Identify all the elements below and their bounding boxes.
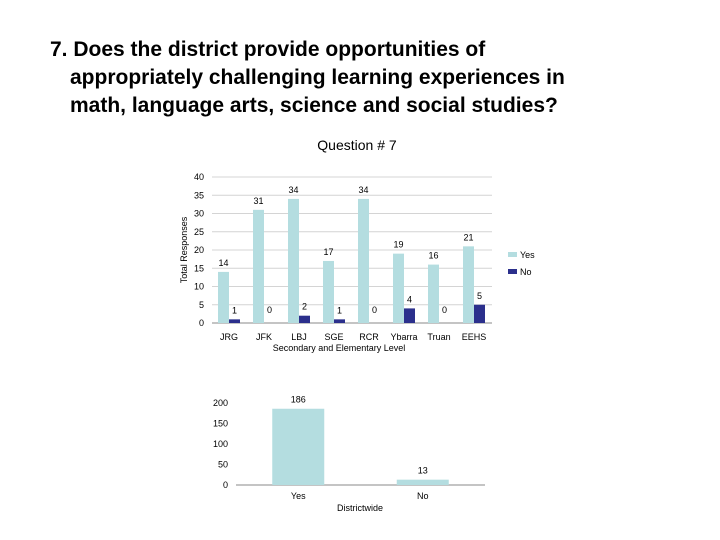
y-tick-label: 35 [194,190,204,200]
y-tick-label: 100 [213,439,228,449]
slide-title-line: 7. Does the district provide opportuniti… [50,38,486,61]
y-tick-label: 0 [223,480,228,490]
x-tick-label: JRG [220,332,238,342]
legend-label: No [520,267,532,277]
data-label: 34 [288,185,298,195]
data-label: 0 [372,305,377,315]
legend-label: Yes [520,250,535,260]
data-label: 17 [323,247,333,257]
data-label: 16 [428,251,438,261]
data-label: 1 [232,305,237,315]
data-label: 31 [253,196,263,206]
bar-yes [393,253,404,323]
data-label: 0 [442,305,447,315]
x-tick-label: Ybarra [390,332,417,342]
y-axis-label: Total Responses [179,216,189,283]
slide-title-line: math, language arts, science and social … [70,94,558,117]
x-tick-label: Yes [291,491,306,501]
x-tick-label: EEHS [462,332,487,342]
bar-no [229,319,240,323]
bar-no [299,315,310,323]
data-label: 21 [463,232,473,242]
x-axis-label: Districtwide [337,503,383,513]
y-tick-label: 40 [194,172,204,182]
bar-yes [428,264,439,323]
y-tick-label: 20 [194,245,204,255]
bar-no [396,479,449,485]
bar-yes [463,246,474,323]
data-label: 1 [337,305,342,315]
x-tick-label: SGE [324,332,343,342]
chart-legend: Yes No [508,250,535,277]
bar-yes [288,198,299,323]
x-tick-label: RCR [359,332,379,342]
x-tick-label: Truan [427,332,450,342]
bar-no [334,319,345,323]
data-label: 5 [477,291,482,301]
bar-no [404,308,415,323]
chart-title: Question # 7 [317,137,397,153]
y-tick-label: 15 [194,263,204,273]
data-label: 34 [358,185,368,195]
y-tick-label: 25 [194,227,204,237]
bar-yes [253,209,264,323]
bar-yes [358,198,369,323]
slide-title: 7. Does the district provide opportuniti… [50,36,690,120]
bar-yes [272,408,325,485]
y-tick-label: 0 [199,318,204,328]
data-label: 2 [302,302,307,312]
x-tick-label: LBJ [291,332,307,342]
data-label: 19 [393,240,403,250]
y-tick-label: 150 [213,419,228,429]
bar-yes [218,271,229,323]
y-tick-label: 200 [213,398,228,408]
data-label: 186 [291,395,306,405]
bar-yes [323,260,334,323]
y-tick-label: 30 [194,209,204,219]
x-tick-label: No [417,491,429,501]
data-label: 14 [218,258,228,268]
y-tick-label: 10 [194,282,204,292]
bar-no [474,304,485,323]
data-label: 4 [407,294,412,304]
legend-swatch [508,269,517,274]
slide-title-line: appropriately challenging learning exper… [70,66,565,89]
y-tick-label: 5 [199,300,204,310]
y-tick-label: 50 [218,460,228,470]
data-label: 13 [418,466,428,476]
x-axis-label: Secondary and Elementary Level [273,343,406,353]
x-tick-label: JFK [256,332,272,342]
data-label: 0 [267,305,272,315]
legend-swatch [508,252,517,257]
